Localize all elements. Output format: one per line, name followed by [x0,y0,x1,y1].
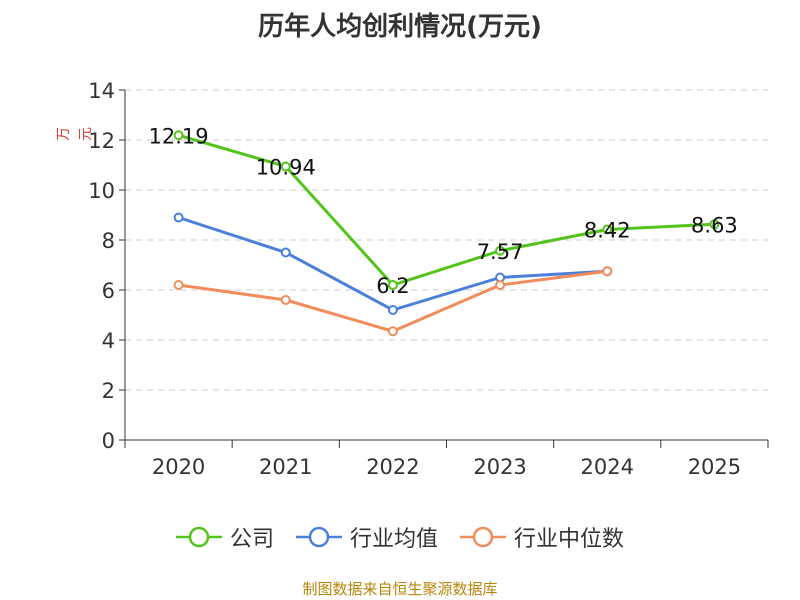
y-tick-label: 10 [88,179,115,203]
legend-item[interactable]: 行业均值 [295,521,438,553]
legend-marker-icon [175,526,222,548]
data-point [709,219,720,230]
data-point [495,280,506,290]
y-tick-label: 14 [88,79,115,103]
data-point [387,305,398,315]
data-label: 12.19 [149,124,209,148]
chart-title: 历年人均创利情况(万元) [258,12,542,42]
data-point [280,247,291,258]
data-point [173,212,184,223]
data-label: 8.42 [584,219,631,243]
series-line-0 [178,133,715,287]
data-point [602,266,613,277]
y-tick-label: 4 [102,329,115,353]
legend-label: 行业中位数 [514,527,625,552]
data-point [280,161,291,172]
data-label: 7.57 [477,240,524,264]
y-tick-label: 6 [102,279,115,303]
legend-label: 行业均值 [349,527,438,552]
data-point [173,280,184,290]
legend: 公司 行业均值 行业中位数 [0,520,800,554]
legend-marker-icon [295,526,342,548]
data-label: 6.2 [376,274,409,298]
x-tick-label: 2024 [581,455,634,479]
data-point [495,245,506,256]
data-label: 8.63 [691,213,738,237]
data-point [387,280,398,290]
legend-item[interactable]: 公司 [175,521,274,553]
legend-marker-icon [460,526,506,548]
x-tick-label: 2023 [473,455,526,479]
source-note: 制图数据来自恒生聚源数据库 [302,580,498,598]
data-point [173,130,184,141]
y-tick-label: 2 [102,379,115,403]
data-point [602,224,613,235]
legend-label: 公司 [229,527,274,552]
x-tick-label: 2022 [366,455,419,479]
x-tick-label: 2025 [688,455,741,479]
data-point [280,295,291,305]
x-tick-label: 2021 [259,455,312,479]
data-label: 10.94 [256,156,316,180]
data-point [387,326,398,337]
y-tick-label: 8 [102,229,115,253]
y-tick-label: 0 [102,429,115,453]
y-tick-label: 12 [88,129,115,153]
legend-item[interactable]: 行业中位数 [460,521,624,553]
x-tick-label: 2020 [152,455,205,479]
